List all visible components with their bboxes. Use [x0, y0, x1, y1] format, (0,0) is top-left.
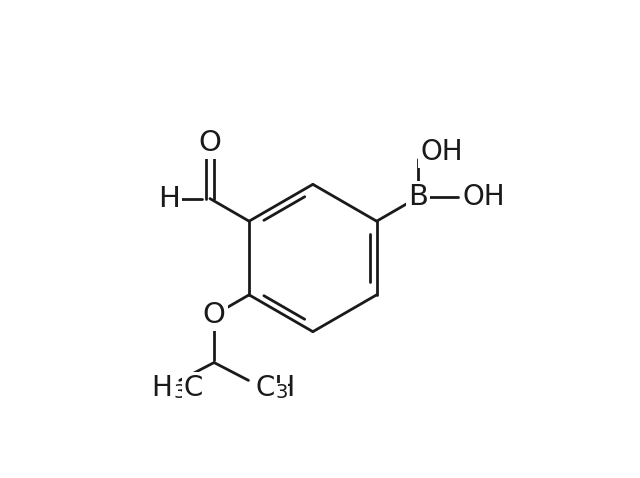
Text: OH: OH	[420, 138, 463, 166]
Text: CH: CH	[255, 373, 296, 402]
Text: B: B	[408, 184, 428, 211]
Text: OH: OH	[463, 184, 506, 211]
Text: 3: 3	[276, 383, 288, 402]
Text: O: O	[203, 301, 225, 329]
Text: O: O	[198, 129, 221, 157]
Text: H: H	[157, 185, 180, 213]
Text: H: H	[152, 373, 173, 402]
Text: C: C	[183, 373, 202, 402]
Text: 3: 3	[173, 383, 186, 402]
